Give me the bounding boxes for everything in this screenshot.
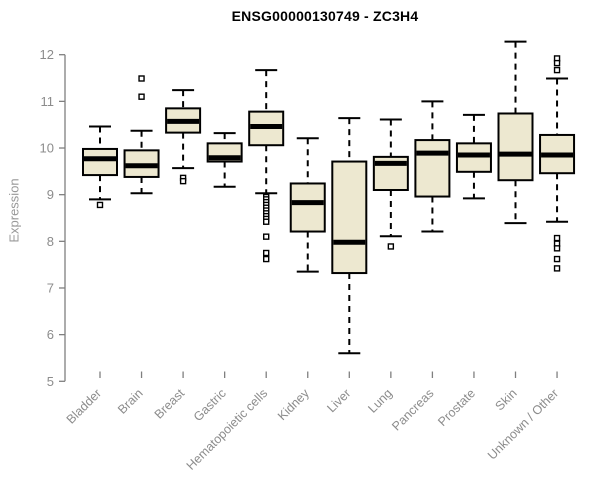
outlier-unknown-other-7 [553,66,561,74]
x-label-gastric: Gastric [191,386,229,424]
outlier-unknown-other-6 [553,59,561,67]
outlier-unknown-other-0 [553,234,561,242]
x-label-kidney: Kidney [275,386,312,423]
x-label-skin: Skin [493,386,520,413]
x-label-breast: Breast [152,386,188,422]
outlier-unknown-other-3 [553,255,561,263]
box-skin [497,112,534,182]
box-kidney [289,182,326,233]
outlier-hematopoietic-cells-12 [263,255,270,263]
outlier-unknown-other-2 [553,245,561,252]
x-label-brain: Brain [115,386,146,417]
outlier-brain-1 [138,75,145,82]
outlier-lung-0 [387,243,395,250]
y-tick-label-8: 8 [47,234,54,249]
y-tick-label-11: 11 [41,94,55,109]
x-label-unknown-other: Unknown / Other [485,386,561,462]
outlier-bladder-0 [96,201,104,209]
y-tick-label-7: 7 [47,280,54,295]
y-tick-label-5: 5 [47,374,54,389]
x-label-lung: Lung [365,386,395,416]
box-liver [331,160,368,275]
box-prostate [455,142,492,173]
y-tick-label-6: 6 [47,327,54,342]
outlier-unknown-other-4 [553,265,561,272]
outlier-hematopoietic-cells-10 [263,233,270,240]
x-label-pancreas: Pancreas [389,386,436,433]
outlier-hematopoietic-cells-9 [263,218,270,225]
x-label-bladder: Bladder [64,386,104,426]
outlier-hematopoietic-cells-11 [263,249,270,257]
box-bladder [82,147,118,177]
box-pancreas [414,139,451,198]
outlier-brain-0 [138,93,145,100]
x-label-liver: Liver [324,386,353,415]
y-tick-label-12: 12 [40,47,54,62]
chart-title: ENSG00000130749 - ZC3H4 [231,8,419,24]
outlier-breast-1 [179,177,187,185]
y-axis-label: Expression [6,178,22,243]
x-label-prostate: Prostate [435,386,478,429]
x-label-hematopoietic-cells: Hematopoietic cells [184,386,271,473]
y-tick-label-10: 10 [40,141,54,156]
y-tick-label-9: 9 [47,187,54,202]
